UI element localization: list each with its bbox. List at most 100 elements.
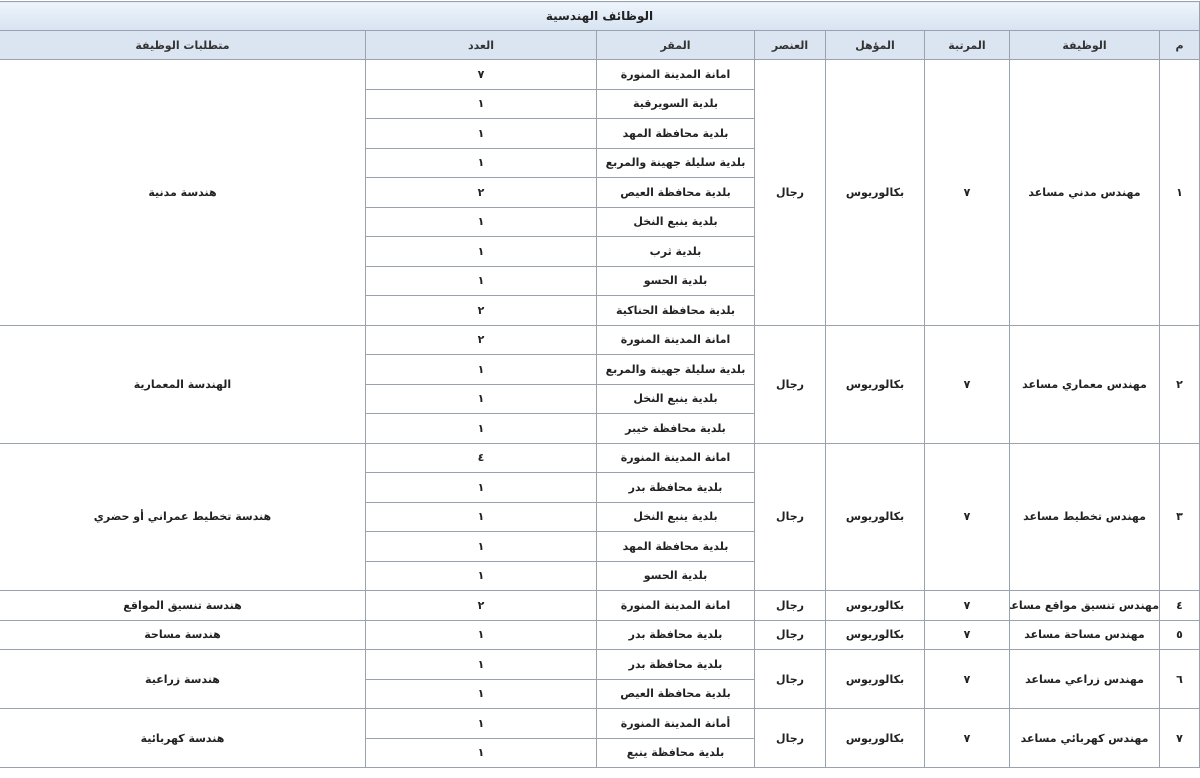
job-count: ١: [365, 560, 597, 591]
table-row: بلدية سليلة جهينة والمربع ١: [0, 147, 1200, 178]
job-count: ١: [365, 118, 597, 149]
job-count: ١: [365, 501, 597, 532]
job-location: امانة المدينة المنورة: [596, 324, 755, 355]
job-count: ١: [365, 472, 597, 503]
job-count: ١: [365, 265, 597, 296]
job-count: ١: [365, 206, 597, 237]
job-title: مهندس تخطيط مساعد: [1009, 442, 1160, 591]
job-requirement: هندسة مساحة: [0, 619, 367, 650]
job-requirement: الهندسة المعمارية: [0, 324, 367, 444]
job-location: بلدية محافظة بدر: [596, 619, 755, 650]
job-number: ١: [1159, 59, 1200, 326]
column-header: المقر: [596, 30, 755, 60]
table-row: بلدية سليلة جهينة والمربع ١: [0, 354, 1200, 385]
job-qualification: بكالوريوس: [825, 324, 925, 444]
job-qualification: بكالوريوس: [825, 590, 925, 621]
table-row: بلدية السويرقية ١: [0, 88, 1200, 119]
job-location: بلدية ينبع النخل: [596, 383, 755, 414]
column-header: المؤهل: [825, 30, 925, 60]
job-location: امانة المدينة المنورة: [596, 590, 755, 621]
job-rank: ٧: [924, 649, 1010, 709]
table-row: ٥ مهندس مساحة مساعد ٧ بكالوريوس رجال بلدية مح…: [0, 619, 1200, 650]
job-location: بلدية محافظة الحناكية: [596, 295, 755, 326]
job-number: ٢: [1159, 324, 1200, 444]
job-location: بلدية محافظة بدر: [596, 649, 755, 680]
job-location: بلدية محافظة العيص: [596, 177, 755, 208]
job-location: بلدية محافظة المهد: [596, 118, 755, 149]
job-gender: رجال: [754, 324, 826, 444]
job-location: بلدية السويرقية: [596, 88, 755, 119]
job-rank: ٧: [924, 324, 1010, 444]
job-count: ١: [365, 678, 597, 709]
job-count: ٢: [365, 324, 597, 355]
job-gender: رجال: [754, 590, 826, 621]
job-count: ١: [365, 413, 597, 444]
job-qualification: بكالوريوس: [825, 442, 925, 591]
job-count: ١: [365, 737, 597, 768]
job-location: بلدية محافظة العيص: [596, 678, 755, 709]
job-requirement: هندسة زراعية: [0, 649, 367, 709]
table-row: ٢ مهندس معماري مساعد ٧ بكالوريوس رجال امانة ا…: [0, 324, 1200, 444]
table-row: ٤ مهندس تنسيق مواقع مساعد ٧ بكالوريوس رجال ام…: [0, 590, 1200, 621]
job-gender: رجال: [754, 708, 826, 768]
job-count: ١: [365, 383, 597, 414]
job-title: مهندس زراعي مساعد: [1009, 649, 1160, 709]
job-requirement: هندسة تنسيق المواقع: [0, 590, 367, 621]
job-gender: رجال: [754, 59, 826, 326]
job-rank: ٧: [924, 619, 1010, 650]
job-location: بلدية الحسو: [596, 265, 755, 296]
job-title: مهندس مساحة مساعد: [1009, 619, 1160, 650]
job-count: ١: [365, 649, 597, 680]
table-row: بلدية الحسو ١: [0, 265, 1200, 296]
job-location: بلدية ينبع النخل: [596, 206, 755, 237]
table-row: بلدية محافظة العيص ١: [0, 678, 1200, 709]
job-qualification: بكالوريوس: [825, 708, 925, 768]
job-count: ١: [365, 619, 597, 650]
table-row: ٦ مهندس زراعي مساعد ٧ بكالوريوس رجال بلدية مح…: [0, 649, 1200, 709]
job-title: مهندس مدني مساعد: [1009, 59, 1160, 326]
job-location: بلدية محافظة المهد: [596, 531, 755, 562]
column-header: متطلبات الوظيفة: [0, 30, 367, 60]
job-location: بلدية محافظة بدر: [596, 472, 755, 503]
table-row: بلدية الحسو ١: [0, 560, 1200, 591]
job-number: ٦: [1159, 649, 1200, 709]
header-row: م الوظيفة المرتبة المؤهل العنصر المقر العدد متط…: [0, 30, 1200, 60]
column-header: العنصر: [754, 30, 826, 60]
job-gender: رجال: [754, 649, 826, 709]
job-location: امانة المدينة المنورة: [596, 442, 755, 473]
title-row: الوظائف الهندسية: [0, 1, 1200, 31]
table-row: ٣ مهندس تخطيط مساعد ٧ بكالوريوس رجال امانة ال…: [0, 442, 1200, 591]
job-location: بلدية محافظة ينبع: [596, 737, 755, 768]
job-number: ٣: [1159, 442, 1200, 591]
table-row: بلدية ينبع النخل ١: [0, 501, 1200, 532]
job-qualification: بكالوريوس: [825, 59, 925, 326]
job-count: ١: [365, 147, 597, 178]
job-count: ١: [365, 531, 597, 562]
job-count: ٢: [365, 177, 597, 208]
job-title: مهندس تنسيق مواقع مساعد: [1009, 590, 1160, 621]
job-number: ٤: [1159, 590, 1200, 621]
job-requirement: هندسة تخطيط عمراني أو حضري: [0, 442, 367, 591]
job-count: ٧: [365, 59, 597, 90]
job-location: بلدية ينبع النخل: [596, 501, 755, 532]
table-row: بلدية محافظة المهد ١: [0, 531, 1200, 562]
job-location: أمانة المدينة المنورة: [596, 708, 755, 739]
column-header: الوظيفة: [1009, 30, 1160, 60]
job-location: بلدية محافظة خيبر: [596, 413, 755, 444]
job-title: مهندس معماري مساعد: [1009, 324, 1160, 444]
job-count: ٤: [365, 442, 597, 473]
table-row: بلدية محافظة خيبر ١: [0, 413, 1200, 444]
job-title: مهندس كهربائي مساعد: [1009, 708, 1160, 768]
job-rank: ٧: [924, 59, 1010, 326]
table-row: بلدية محافظة بدر ١: [0, 472, 1200, 503]
job-gender: رجال: [754, 442, 826, 591]
job-rank: ٧: [924, 708, 1010, 768]
job-count: ١: [365, 708, 597, 739]
job-location: امانة المدينة المنورة: [596, 59, 755, 90]
job-location: بلدية سليلة جهينة والمربع: [596, 354, 755, 385]
job-location: بلدية الحسو: [596, 560, 755, 591]
job-number: ٥: [1159, 619, 1200, 650]
